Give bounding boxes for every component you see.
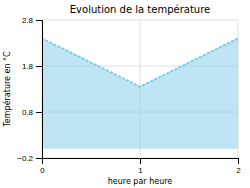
title: Evolution de la température — [70, 4, 210, 15]
tick-label: 2.8 — [22, 16, 34, 25]
tick: 2 — [236, 158, 241, 175]
tick-label: 0.8 — [22, 108, 34, 117]
tick: −0.2 — [17, 154, 42, 163]
tick: 2.8 — [22, 16, 42, 25]
x-axis-title: heure par heure — [108, 177, 173, 186]
chart: 0 1 2 −0.2 0.8 1.8 2.8 Evolution de la températ… — [0, 0, 250, 188]
y-axis-title: Température en °C — [2, 51, 12, 128]
axis-line — [43, 159, 239, 165]
tick-mark — [140, 158, 141, 164]
tick: 1 — [138, 158, 143, 175]
axis-line — [36, 21, 43, 159]
tick-mark — [36, 66, 42, 67]
tick-label: 1.8 — [22, 62, 34, 71]
tick-mark — [36, 112, 42, 113]
tick: 1.8 — [22, 62, 42, 71]
data-layer — [42, 38, 238, 148]
grid — [42, 20, 238, 158]
tick-mark — [36, 158, 42, 159]
tick-mark — [36, 20, 42, 21]
line — [42, 38, 238, 86]
tick: 0 — [40, 158, 45, 175]
x-axis: 0 1 2 — [40, 158, 241, 175]
tick-mark — [238, 158, 239, 164]
tick-label: 2 — [236, 166, 241, 175]
plot: 0 1 2 −0.2 0.8 1.8 2.8 — [17, 16, 241, 175]
tick-label: 0 — [40, 166, 45, 175]
tick: 0.8 — [22, 108, 42, 117]
y-axis: −0.2 0.8 1.8 2.8 — [17, 16, 42, 163]
tick-label: 1 — [138, 166, 143, 175]
area — [42, 38, 238, 148]
tick-label: −0.2 — [17, 154, 33, 163]
